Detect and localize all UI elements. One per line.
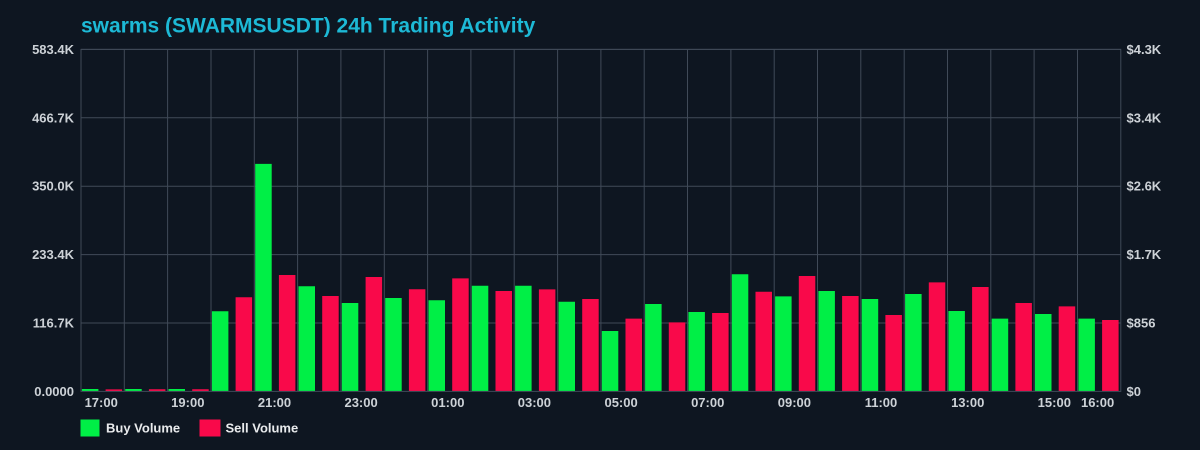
svg-text:Buy Volume: Buy Volume bbox=[106, 421, 180, 436]
svg-text:15:00: 15:00 bbox=[1038, 395, 1071, 410]
svg-text:11:00: 11:00 bbox=[865, 395, 898, 410]
svg-text:$4.3K: $4.3K bbox=[1127, 42, 1162, 57]
svg-text:$3.4K: $3.4K bbox=[1127, 110, 1162, 125]
svg-text:$2.6K: $2.6K bbox=[1127, 179, 1162, 194]
svg-text:233.4K: 233.4K bbox=[32, 247, 75, 262]
svg-text:0.0000: 0.0000 bbox=[34, 384, 74, 399]
svg-text:01:00: 01:00 bbox=[431, 395, 464, 410]
svg-text:Sell Volume: Sell Volume bbox=[226, 421, 299, 436]
svg-text:16:00: 16:00 bbox=[1081, 395, 1114, 410]
svg-text:466.7K: 466.7K bbox=[32, 110, 75, 125]
svg-text:21:00: 21:00 bbox=[258, 395, 291, 410]
svg-text:03:00: 03:00 bbox=[518, 395, 551, 410]
svg-text:09:00: 09:00 bbox=[778, 395, 811, 410]
svg-text:05:00: 05:00 bbox=[604, 395, 637, 410]
svg-text:583.4K: 583.4K bbox=[32, 42, 75, 57]
svg-text:116.7K: 116.7K bbox=[33, 316, 75, 331]
svg-text:$1.7K: $1.7K bbox=[1127, 247, 1162, 262]
svg-text:$0: $0 bbox=[1127, 384, 1141, 399]
svg-text:13:00: 13:00 bbox=[951, 395, 984, 410]
svg-text:350.0K: 350.0K bbox=[32, 179, 75, 194]
svg-text:17:00: 17:00 bbox=[85, 395, 118, 410]
svg-text:19:00: 19:00 bbox=[171, 395, 204, 410]
svg-text:swarms (SWARMSUSDT) 24h Tradin: swarms (SWARMSUSDT) 24h Trading Activity bbox=[81, 15, 536, 38]
svg-text:$856: $856 bbox=[1127, 316, 1156, 331]
svg-text:07:00: 07:00 bbox=[691, 395, 724, 410]
svg-text:23:00: 23:00 bbox=[344, 395, 377, 410]
